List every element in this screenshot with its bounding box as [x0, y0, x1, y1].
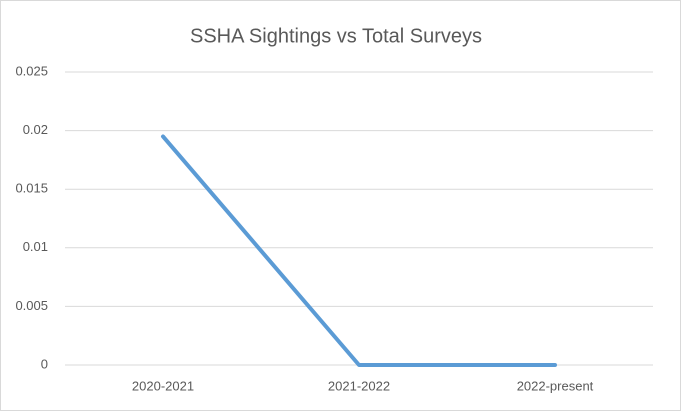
line-series [161, 134, 557, 367]
y-tick-label: 0 [41, 356, 48, 371]
y-tick-label: 0.01 [23, 239, 48, 254]
y-tick-label: 0.025 [15, 63, 48, 78]
y-tick-label: 0.005 [15, 298, 48, 313]
chart-title: SSHA Sightings vs Total Surveys [190, 25, 482, 47]
x-tick-label: 2021-2022 [328, 378, 390, 393]
x-tick-label: 2020-2021 [132, 378, 194, 393]
y-tick-label: 0.02 [23, 122, 48, 137]
x-tick-label: 2022-present [517, 378, 594, 393]
y-tick-label: 0.015 [15, 181, 48, 196]
